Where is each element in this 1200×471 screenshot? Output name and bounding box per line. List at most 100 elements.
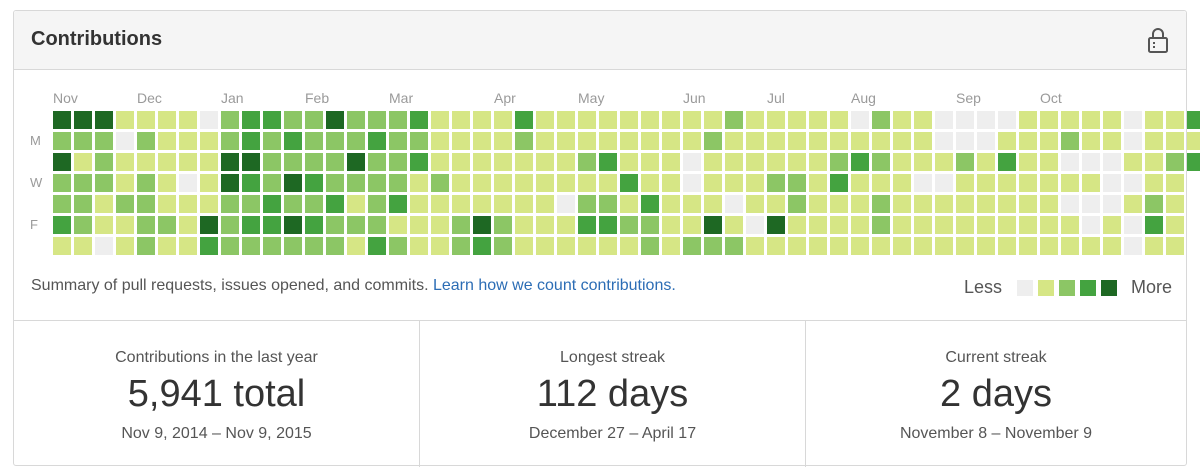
day-cell[interactable] xyxy=(578,237,596,255)
day-cell[interactable] xyxy=(1187,132,1200,150)
day-cell[interactable] xyxy=(935,132,953,150)
day-cell[interactable] xyxy=(872,216,890,234)
day-cell[interactable] xyxy=(431,174,449,192)
day-cell[interactable] xyxy=(200,237,218,255)
day-cell[interactable] xyxy=(893,174,911,192)
day-cell[interactable] xyxy=(410,237,428,255)
day-cell[interactable] xyxy=(683,111,701,129)
day-cell[interactable] xyxy=(1103,216,1121,234)
day-cell[interactable] xyxy=(1061,132,1079,150)
day-cell[interactable] xyxy=(473,153,491,171)
day-cell[interactable] xyxy=(1124,153,1142,171)
day-cell[interactable] xyxy=(494,153,512,171)
day-cell[interactable] xyxy=(1040,132,1058,150)
day-cell[interactable] xyxy=(599,237,617,255)
day-cell[interactable] xyxy=(767,132,785,150)
day-cell[interactable] xyxy=(746,195,764,213)
day-cell[interactable] xyxy=(74,216,92,234)
day-cell[interactable] xyxy=(1019,132,1037,150)
day-cell[interactable] xyxy=(95,216,113,234)
day-cell[interactable] xyxy=(158,111,176,129)
day-cell[interactable] xyxy=(956,153,974,171)
day-cell[interactable] xyxy=(1145,216,1163,234)
day-cell[interactable] xyxy=(914,237,932,255)
day-cell[interactable] xyxy=(347,132,365,150)
day-cell[interactable] xyxy=(1145,111,1163,129)
day-cell[interactable] xyxy=(221,195,239,213)
day-cell[interactable] xyxy=(137,195,155,213)
day-cell[interactable] xyxy=(914,216,932,234)
day-cell[interactable] xyxy=(1166,153,1184,171)
day-cell[interactable] xyxy=(284,237,302,255)
day-cell[interactable] xyxy=(515,153,533,171)
day-cell[interactable] xyxy=(137,153,155,171)
day-cell[interactable] xyxy=(1019,195,1037,213)
day-cell[interactable] xyxy=(956,237,974,255)
day-cell[interactable] xyxy=(326,111,344,129)
day-cell[interactable] xyxy=(179,216,197,234)
day-cell[interactable] xyxy=(1166,195,1184,213)
day-cell[interactable] xyxy=(746,153,764,171)
day-cell[interactable] xyxy=(452,237,470,255)
day-cell[interactable] xyxy=(158,174,176,192)
day-cell[interactable] xyxy=(1103,132,1121,150)
day-cell[interactable] xyxy=(221,216,239,234)
day-cell[interactable] xyxy=(473,195,491,213)
day-cell[interactable] xyxy=(515,195,533,213)
day-cell[interactable] xyxy=(1082,216,1100,234)
day-cell[interactable] xyxy=(116,216,134,234)
day-cell[interactable] xyxy=(1019,237,1037,255)
day-cell[interactable] xyxy=(158,153,176,171)
day-cell[interactable] xyxy=(200,111,218,129)
day-cell[interactable] xyxy=(410,216,428,234)
day-cell[interactable] xyxy=(1103,111,1121,129)
day-cell[interactable] xyxy=(389,132,407,150)
day-cell[interactable] xyxy=(830,195,848,213)
day-cell[interactable] xyxy=(179,153,197,171)
day-cell[interactable] xyxy=(1166,132,1184,150)
day-cell[interactable] xyxy=(515,132,533,150)
day-cell[interactable] xyxy=(704,216,722,234)
day-cell[interactable] xyxy=(893,195,911,213)
day-cell[interactable] xyxy=(557,237,575,255)
day-cell[interactable] xyxy=(977,174,995,192)
day-cell[interactable] xyxy=(725,195,743,213)
day-cell[interactable] xyxy=(1061,216,1079,234)
day-cell[interactable] xyxy=(809,153,827,171)
day-cell[interactable] xyxy=(263,111,281,129)
day-cell[interactable] xyxy=(494,195,512,213)
day-cell[interactable] xyxy=(1040,216,1058,234)
day-cell[interactable] xyxy=(662,237,680,255)
day-cell[interactable] xyxy=(578,195,596,213)
day-cell[interactable] xyxy=(452,132,470,150)
day-cell[interactable] xyxy=(1103,195,1121,213)
day-cell[interactable] xyxy=(410,174,428,192)
day-cell[interactable] xyxy=(1187,153,1200,171)
day-cell[interactable] xyxy=(242,132,260,150)
day-cell[interactable] xyxy=(263,153,281,171)
day-cell[interactable] xyxy=(662,195,680,213)
day-cell[interactable] xyxy=(95,132,113,150)
day-cell[interactable] xyxy=(179,237,197,255)
day-cell[interactable] xyxy=(578,132,596,150)
day-cell[interactable] xyxy=(53,174,71,192)
day-cell[interactable] xyxy=(977,216,995,234)
day-cell[interactable] xyxy=(767,174,785,192)
day-cell[interactable] xyxy=(1082,174,1100,192)
day-cell[interactable] xyxy=(347,195,365,213)
day-cell[interactable] xyxy=(767,195,785,213)
day-cell[interactable] xyxy=(935,111,953,129)
day-cell[interactable] xyxy=(599,174,617,192)
day-cell[interactable] xyxy=(872,174,890,192)
day-cell[interactable] xyxy=(1124,195,1142,213)
day-cell[interactable] xyxy=(1082,132,1100,150)
day-cell[interactable] xyxy=(116,153,134,171)
day-cell[interactable] xyxy=(179,132,197,150)
day-cell[interactable] xyxy=(452,216,470,234)
day-cell[interactable] xyxy=(704,174,722,192)
day-cell[interactable] xyxy=(830,111,848,129)
day-cell[interactable] xyxy=(704,237,722,255)
day-cell[interactable] xyxy=(494,174,512,192)
day-cell[interactable] xyxy=(977,237,995,255)
day-cell[interactable] xyxy=(599,132,617,150)
